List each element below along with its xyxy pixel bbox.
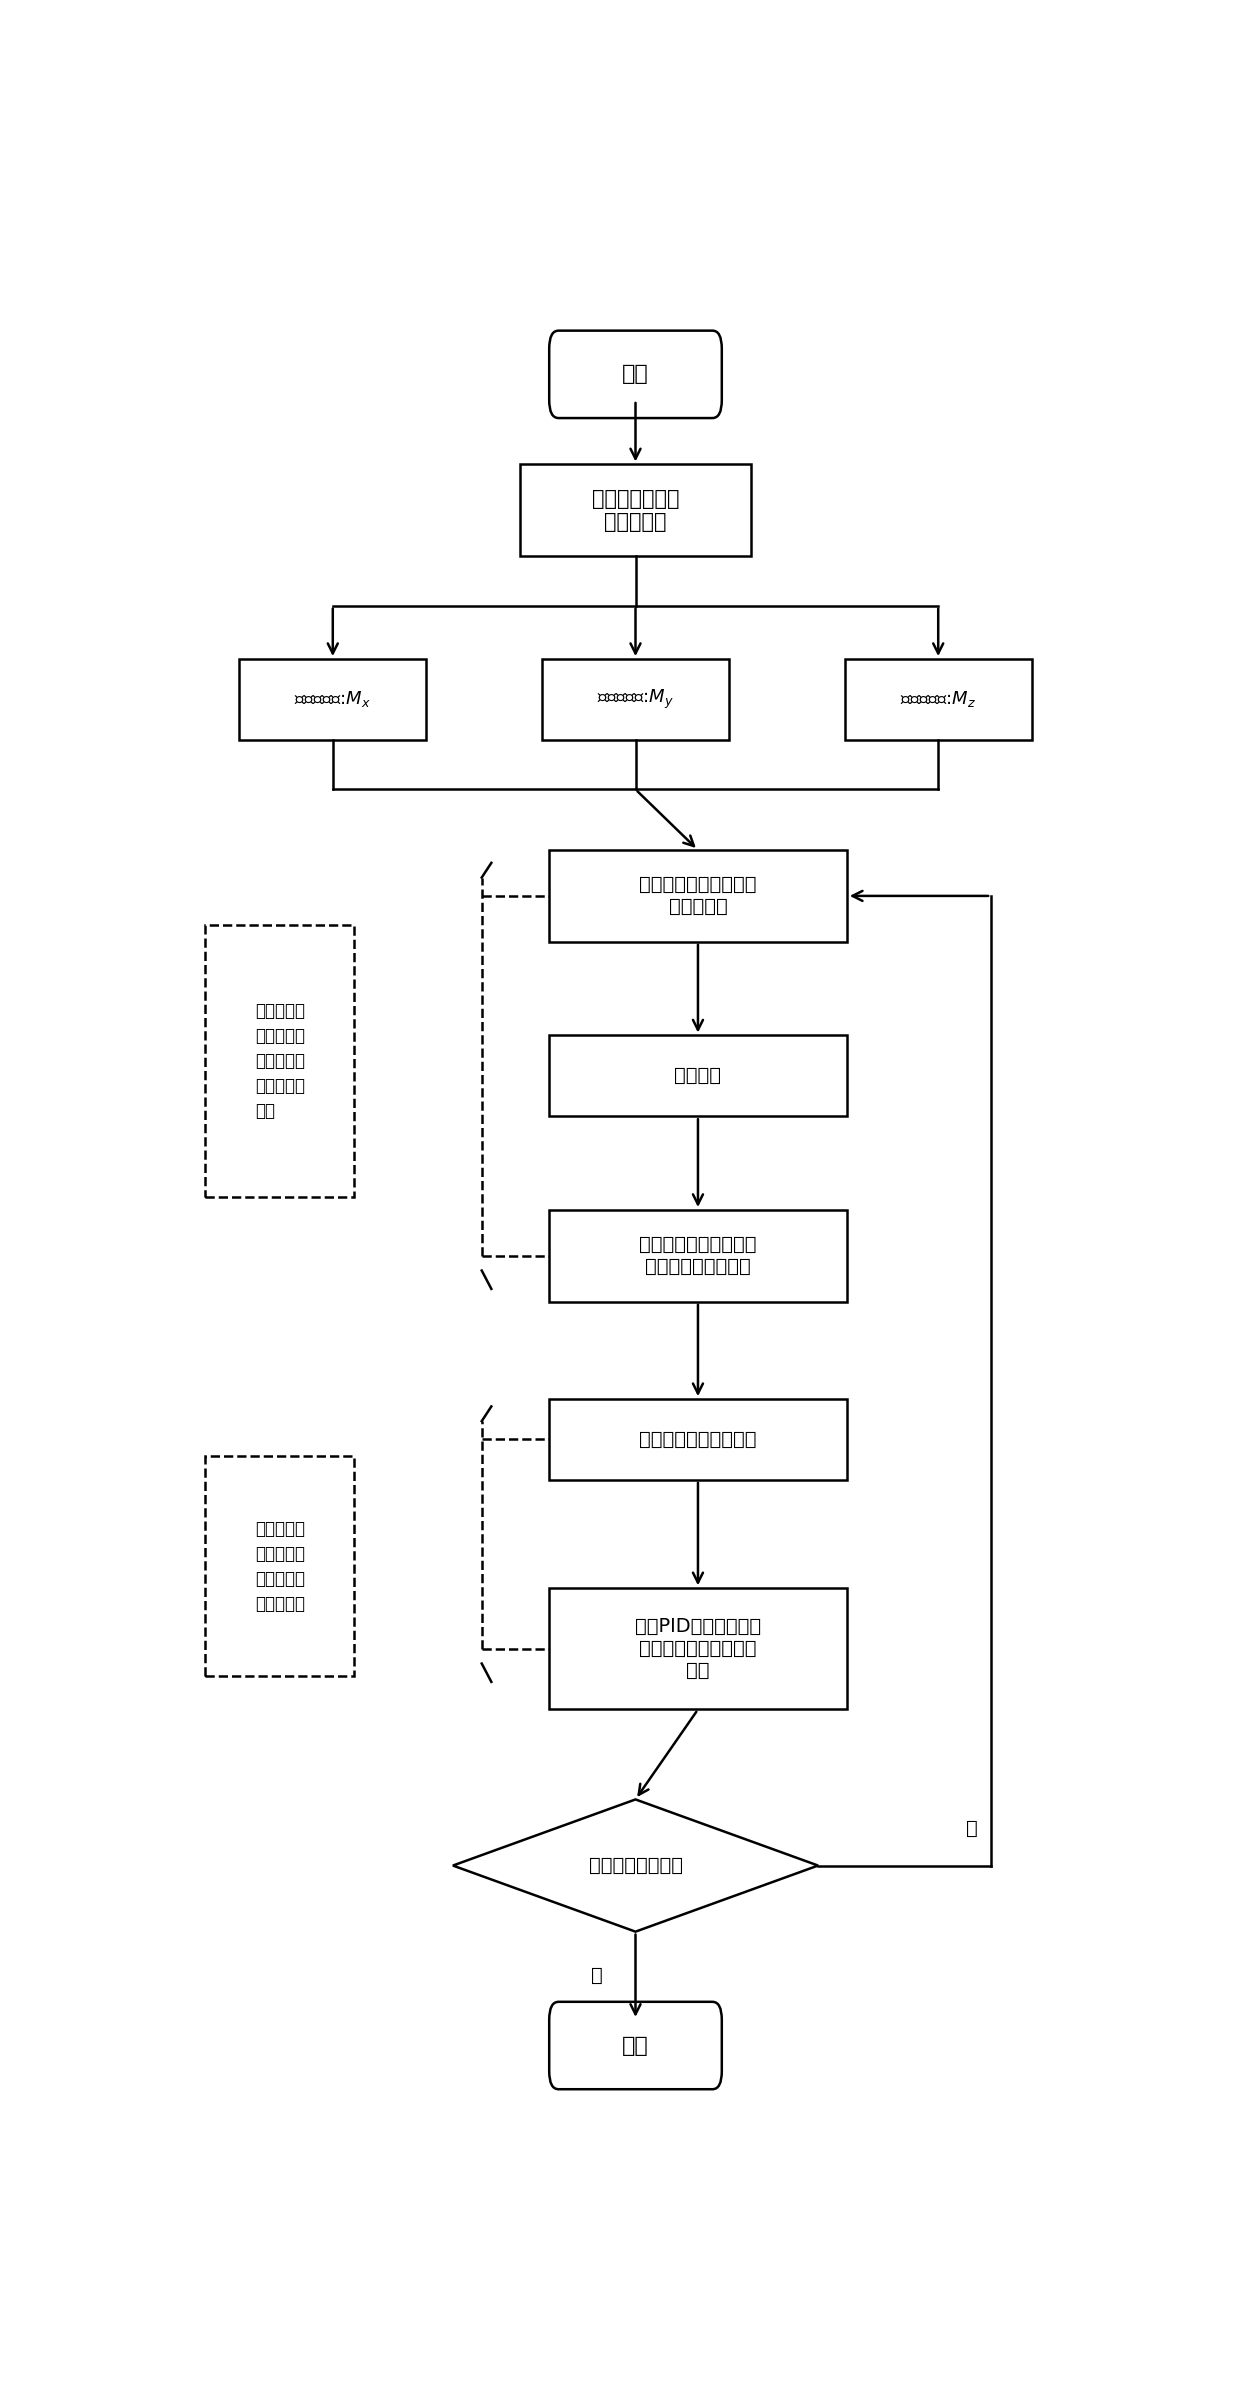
Text: 开始: 开始 (622, 365, 649, 384)
Text: 动力学方程:$M_z$: 动力学方程:$M_z$ (900, 689, 976, 708)
Polygon shape (453, 1798, 818, 1932)
Bar (549, 1035, 847, 1116)
Text: 平台框架动力学
方程的建立: 平台框架动力学 方程的建立 (591, 489, 680, 532)
Text: 串联构建反馈线性化的
非线性系统进行解耦: 串联构建反馈线性化的 非线性系统进行解耦 (639, 1235, 756, 1276)
FancyBboxPatch shape (549, 2001, 722, 2089)
Text: 通过逆系统
反馈线性化
对稳定平台
进行非线性
解耦: 通过逆系统 反馈线性化 对稳定平台 进行非线性 解耦 (255, 1002, 305, 1121)
Text: 建立惯性稳定平台伪线
性系统方程: 建立惯性稳定平台伪线 性系统方程 (639, 875, 756, 916)
Bar (844, 658, 1032, 739)
Text: 动力学方程:$M_y$: 动力学方程:$M_y$ (598, 687, 673, 711)
Text: 通过模型参
考自适应控
制对残余耦
合进行抑制: 通过模型参 考自适应控 制对残余耦 合进行抑制 (255, 1519, 305, 1612)
Bar (549, 1400, 847, 1479)
Bar (549, 1209, 847, 1302)
Bar (206, 925, 355, 1197)
Bar (549, 849, 847, 942)
Text: 基于PID的鲁棒参考自
适应控制的解耦控制器
设计: 基于PID的鲁棒参考自 适应控制的解耦控制器 设计 (635, 1617, 761, 1681)
Bar (206, 1455, 355, 1677)
Bar (521, 465, 751, 556)
FancyBboxPatch shape (549, 332, 722, 417)
Bar (542, 658, 729, 739)
Text: 否: 否 (966, 1820, 977, 1839)
Text: 求逆系统: 求逆系统 (675, 1066, 722, 1085)
Text: 动力学方程:$M_x$: 动力学方程:$M_x$ (294, 689, 371, 708)
Text: 引入自适应的误差信号: 引入自适应的误差信号 (639, 1431, 756, 1450)
Text: 是: 是 (591, 1965, 603, 1984)
Bar (239, 658, 427, 739)
Bar (549, 1588, 847, 1710)
Text: 开始: 开始 (622, 2034, 649, 2056)
Text: 解耦是否满足要求: 解耦是否满足要求 (589, 1856, 682, 1875)
